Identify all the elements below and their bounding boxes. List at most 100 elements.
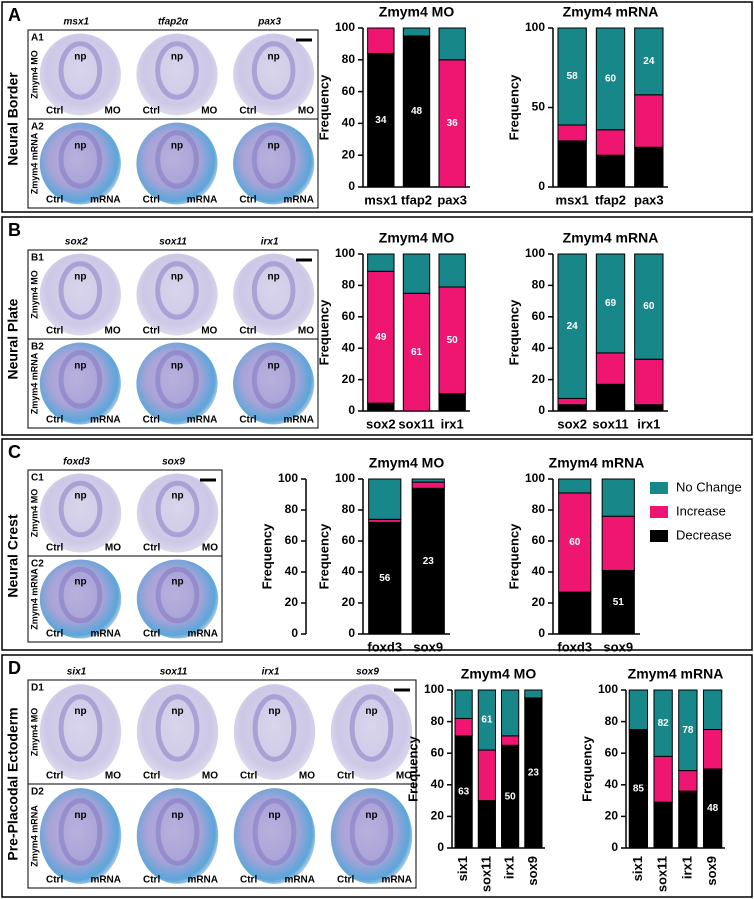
embryo-image bbox=[39, 559, 122, 639]
x-tick-label: msx1 bbox=[556, 192, 589, 207]
x-tick-label: irx1 bbox=[502, 856, 517, 879]
neural-plate-stain bbox=[58, 798, 103, 866]
np-label: np bbox=[365, 706, 377, 717]
y-tick-label: 80 bbox=[342, 278, 356, 292]
y-tick-label: 0 bbox=[291, 626, 298, 640]
y-tick-label: 0 bbox=[437, 840, 444, 854]
embryo-image bbox=[233, 33, 315, 116]
sample-size: 49 bbox=[375, 332, 387, 343]
legend-swatch bbox=[650, 482, 668, 494]
y-tick-label: 60 bbox=[532, 309, 546, 323]
chart-title: Zmym4 mRNA bbox=[563, 4, 659, 20]
gene-name: irx1 bbox=[261, 237, 279, 248]
sample-size: 51 bbox=[613, 597, 625, 608]
y-tick-label: 40 bbox=[431, 777, 445, 791]
embryo-image bbox=[330, 788, 413, 884]
y-axis-label: Frequency bbox=[405, 735, 420, 802]
np-label: np bbox=[268, 360, 280, 371]
gene-name: foxd3 bbox=[63, 457, 90, 468]
y-tick-label: 80 bbox=[342, 52, 356, 66]
y-tick-label: 100 bbox=[335, 471, 355, 485]
bar-segment bbox=[368, 478, 402, 520]
neural-plate-stain bbox=[155, 130, 199, 189]
bar-segment bbox=[367, 253, 395, 272]
section-label: Neural Plate bbox=[5, 298, 21, 379]
bar-segment bbox=[557, 27, 587, 126]
sample-size: 24 bbox=[643, 56, 655, 67]
y-tick-label: 20 bbox=[532, 595, 546, 609]
row-label: Zmym4 MO bbox=[29, 50, 39, 99]
sample-size: 50 bbox=[447, 335, 459, 346]
ctrl-label: Ctrl bbox=[240, 875, 257, 886]
gene-name: pax3 bbox=[257, 17, 281, 28]
bar-segment bbox=[367, 52, 395, 188]
panel-box bbox=[1, 654, 753, 898]
y-tick-label: 50 bbox=[532, 100, 546, 114]
gene-name: sox11 bbox=[159, 237, 187, 248]
panel-letter: C bbox=[8, 442, 21, 462]
condition-label: mRNA bbox=[187, 415, 218, 426]
legend-swatch bbox=[650, 506, 668, 518]
bar-segment bbox=[411, 487, 445, 635]
condition-label: MO bbox=[396, 771, 412, 782]
neural-plate-stain bbox=[58, 41, 103, 100]
sample-size: 34 bbox=[375, 115, 387, 126]
sample-size: 23 bbox=[528, 768, 540, 779]
bar-segment bbox=[595, 154, 626, 188]
condition-label: MO bbox=[201, 326, 217, 337]
y-tick-label: 40 bbox=[342, 564, 356, 578]
y-tick-label: 60 bbox=[605, 745, 619, 759]
row-label: Zmym4 MO bbox=[29, 708, 39, 757]
np-label: np bbox=[268, 810, 280, 821]
y-tick-label: 20 bbox=[605, 809, 619, 823]
embryo-image bbox=[136, 253, 218, 336]
ctrl-label: Ctrl bbox=[46, 195, 63, 206]
ctrl-label: Ctrl bbox=[143, 415, 160, 426]
ctrl-label: Ctrl bbox=[239, 106, 256, 117]
np-label: np bbox=[268, 706, 280, 717]
bar-segment bbox=[634, 358, 664, 406]
sample-size: 36 bbox=[447, 118, 459, 129]
condition-label: mRNA bbox=[283, 415, 314, 426]
neural-plate-stain bbox=[155, 694, 200, 762]
neural-plate-stain bbox=[155, 350, 199, 409]
y-tick-label: 80 bbox=[605, 714, 619, 728]
bar-segment bbox=[454, 689, 473, 719]
y-tick-label: 0 bbox=[538, 179, 545, 193]
y-tick-label: 100 bbox=[525, 20, 545, 34]
np-label: np bbox=[171, 810, 183, 821]
y-tick-label: 20 bbox=[431, 809, 445, 823]
y-tick-label: 100 bbox=[525, 471, 545, 485]
gene-name: irx1 bbox=[262, 667, 280, 678]
embryo-image bbox=[330, 684, 413, 780]
row-label: Zmym4 MO bbox=[29, 270, 39, 319]
sample-size: 61 bbox=[411, 347, 423, 358]
embryo-image bbox=[233, 788, 316, 884]
ctrl-label: Ctrl bbox=[46, 629, 63, 640]
y-tick-label: 60 bbox=[532, 533, 546, 547]
embryo-image bbox=[233, 684, 316, 780]
embryo-image bbox=[39, 473, 122, 553]
y-tick-label: 0 bbox=[538, 403, 545, 417]
embryo-image bbox=[136, 473, 219, 553]
np-label: np bbox=[268, 51, 280, 62]
section-label: Neural Crest bbox=[5, 514, 21, 598]
embryo-image bbox=[39, 33, 121, 116]
condition-label: mRNA bbox=[381, 875, 412, 886]
condition-label: MO bbox=[201, 106, 217, 117]
y-tick-label: 80 bbox=[285, 502, 299, 516]
bar-segment bbox=[438, 27, 466, 61]
embryo-image bbox=[39, 788, 122, 884]
y-tick-label: 20 bbox=[342, 372, 356, 386]
condition-label: mRNA bbox=[90, 875, 121, 886]
sample-size: 85 bbox=[633, 783, 645, 794]
x-tick-label: tfap2 bbox=[401, 192, 432, 207]
bar-segment bbox=[601, 515, 635, 571]
neural-plate-stain bbox=[251, 261, 296, 320]
ctrl-label: Ctrl bbox=[46, 106, 63, 117]
neural-plate-stain bbox=[58, 130, 103, 189]
y-tick-label: 100 bbox=[525, 246, 545, 260]
sample-size: 48 bbox=[707, 803, 719, 814]
panel-letter: B bbox=[8, 220, 21, 240]
bar-segment bbox=[557, 397, 587, 406]
